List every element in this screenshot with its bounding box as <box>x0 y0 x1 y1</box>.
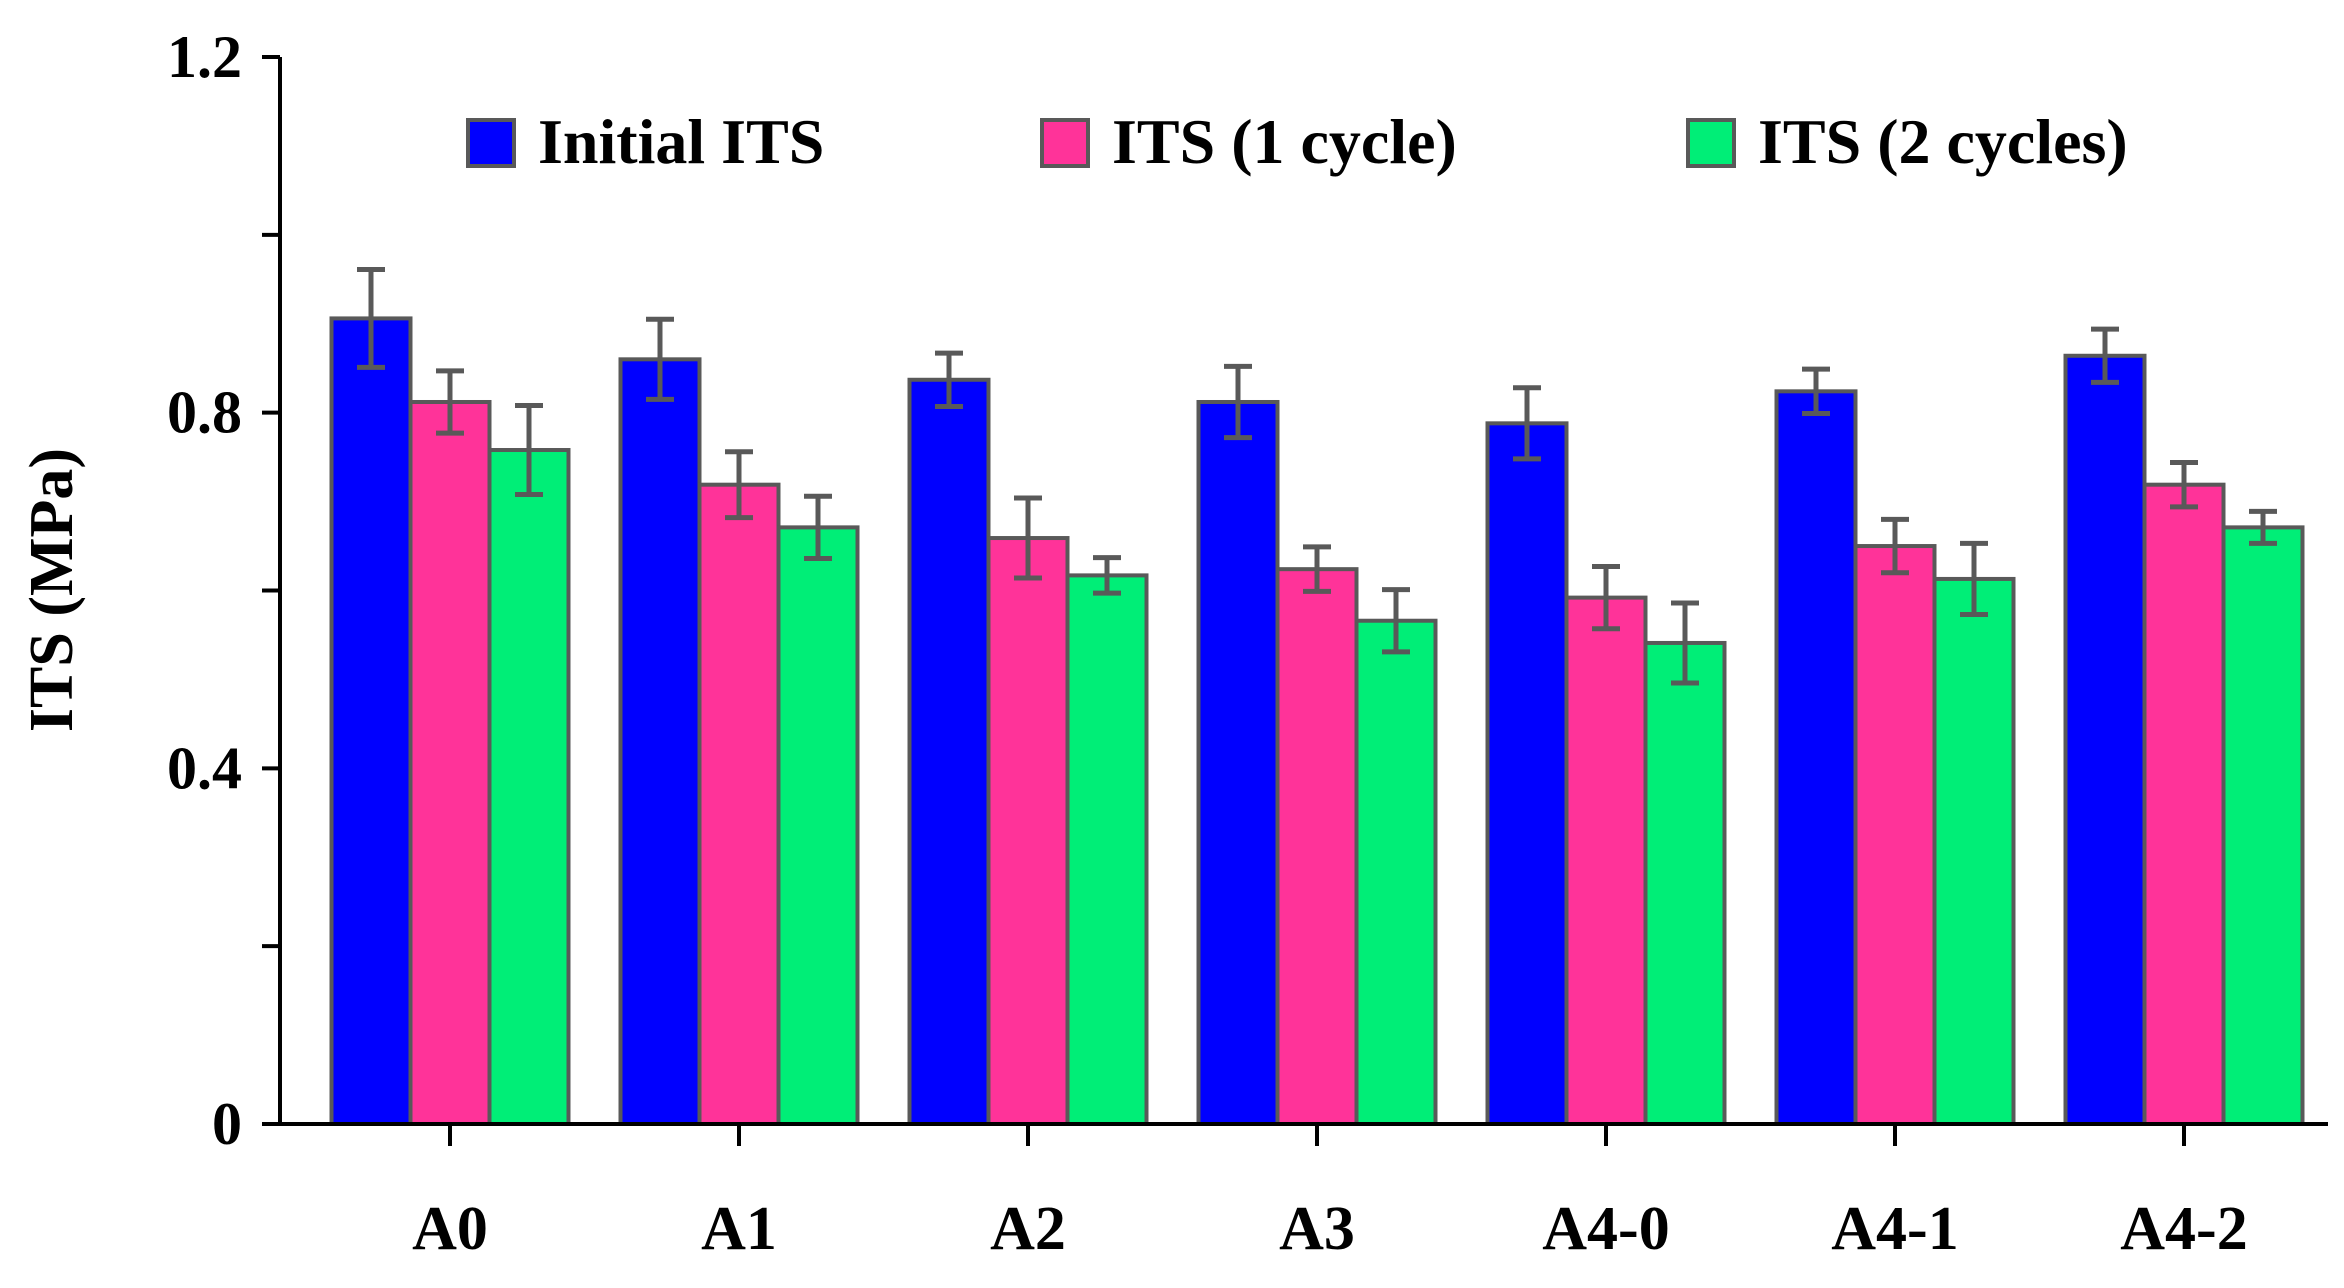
error-bar-A3-series-1 <box>1303 544 1331 594</box>
error-bar-A3-series-0 <box>1224 363 1252 441</box>
error-bar-A2-series-1 <box>1014 495 1042 581</box>
bar-A2-series-2 <box>1065 573 1149 1126</box>
error-bar-A2-series-2 <box>1093 555 1121 596</box>
bar-A3-series-2 <box>1354 618 1438 1127</box>
legend-item-0: Initial ITS <box>466 106 824 177</box>
bar-A2-series-0 <box>907 377 991 1126</box>
bar-A4-0-series-0 <box>1485 421 1569 1126</box>
x-tick-label: A4-2 <box>2120 1195 2247 1263</box>
bar-A4-1-series-0 <box>1774 389 1858 1126</box>
x-tick-label: A4-1 <box>1831 1195 1958 1263</box>
bar-A3-series-0 <box>1196 399 1280 1127</box>
y-tick-label: 0.8 <box>167 380 242 446</box>
bar-A4-1-series-2 <box>1932 576 2016 1126</box>
bar-A4-2-series-1 <box>2142 482 2226 1127</box>
error-bar-A1-series-2 <box>804 493 832 561</box>
error-bar-A4-1-series-0 <box>1802 366 1830 417</box>
bar-A0-series-0 <box>329 316 413 1127</box>
error-bar-A1-series-1 <box>725 449 753 521</box>
legend: Initial ITS ITS (1 cycle) ITS (2 cycles) <box>466 106 2128 177</box>
bars-layer <box>329 267 2305 1127</box>
x-tick-label: A4-0 <box>1542 1195 1669 1263</box>
bar-A1-series-0 <box>618 357 702 1127</box>
error-bar-A1-series-0 <box>646 316 674 402</box>
bar-A0-series-2 <box>487 448 571 1126</box>
bar-A4-1-series-1 <box>1853 544 1937 1126</box>
error-bar-A0-series-2 <box>515 403 543 497</box>
x-tick-label: A3 <box>1279 1195 1355 1263</box>
bar-A4-0-series-1 <box>1564 595 1648 1126</box>
legend-swatch <box>466 118 516 168</box>
legend-label: Initial ITS <box>538 106 824 177</box>
error-bar-A4-1-series-2 <box>1960 540 1988 618</box>
error-bar-A4-0-series-0 <box>1513 385 1541 462</box>
y-axis-label: ITS (MPa) <box>18 448 86 732</box>
error-bar-A4-2-series-1 <box>2170 459 2198 510</box>
x-tick-label: A0 <box>412 1195 488 1263</box>
error-bar-A3-series-2 <box>1382 587 1410 655</box>
y-tick-label: 1.2 <box>167 24 242 90</box>
y-tick-label: 0 <box>212 1091 242 1157</box>
error-bar-A0-series-1 <box>436 368 464 436</box>
x-tick-label: A2 <box>990 1195 1066 1263</box>
legend-label: ITS (1 cycle) <box>1112 106 1457 177</box>
error-bar-A0-series-0 <box>357 267 385 370</box>
axes-layer: A0 A1 A2 A3 A4-0 A4-1 A4-2 0 0.4 0.8 1.2 <box>167 24 2328 1263</box>
x-tick-label: A1 <box>701 1195 777 1263</box>
error-bar-A4-2-series-2 <box>2249 508 2277 546</box>
bar-A4-2-series-2 <box>2221 525 2305 1126</box>
bar-A1-series-2 <box>776 525 860 1126</box>
legend-item-1: ITS (1 cycle) <box>1040 106 1457 177</box>
legend-label: ITS (2 cycles) <box>1758 106 2128 177</box>
legend-swatch <box>1686 118 1736 168</box>
bar-A4-2-series-0 <box>2063 353 2147 1126</box>
legend-item-2: ITS (2 cycles) <box>1686 106 2128 177</box>
y-tick-label: 0.4 <box>167 735 242 801</box>
bar-A2-series-1 <box>986 536 1070 1126</box>
error-bar-A4-0-series-2 <box>1671 600 1699 686</box>
error-bar-A2-series-0 <box>935 350 963 409</box>
bar-A4-0-series-2 <box>1643 640 1727 1126</box>
legend-swatch <box>1040 118 1090 168</box>
bar-A0-series-1 <box>408 399 492 1127</box>
bar-A3-series-1 <box>1275 567 1359 1126</box>
error-bar-A4-0-series-1 <box>1592 563 1620 632</box>
error-bar-A4-2-series-0 <box>2091 326 2119 385</box>
bar-A1-series-1 <box>697 482 781 1127</box>
error-bar-A4-1-series-1 <box>1881 516 1909 576</box>
